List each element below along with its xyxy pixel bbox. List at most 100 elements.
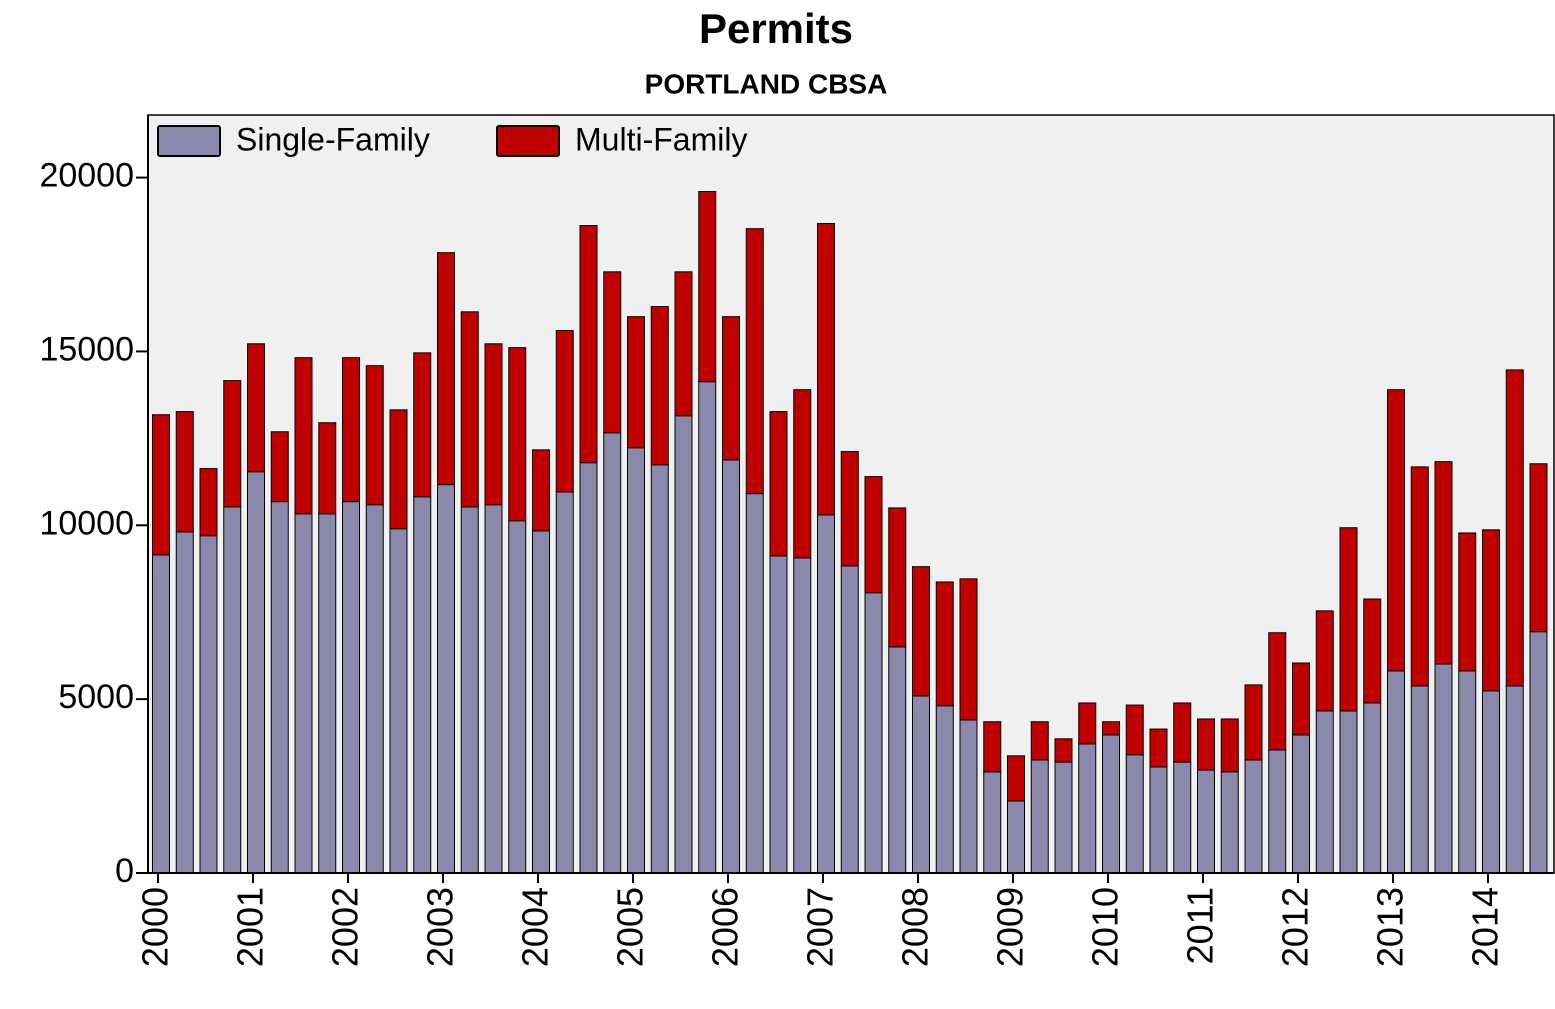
x-tick-label: 2007 bbox=[800, 887, 841, 967]
bar-segment bbox=[413, 496, 432, 874]
bar-segment bbox=[1458, 532, 1477, 672]
bar-segment bbox=[460, 506, 479, 874]
bar-segment bbox=[294, 357, 313, 515]
bar-segment bbox=[793, 557, 812, 874]
bar-segment bbox=[888, 646, 907, 874]
x-tick-label: 2003 bbox=[420, 887, 461, 967]
bar-segment bbox=[1292, 734, 1310, 874]
bar-segment bbox=[1410, 466, 1429, 687]
bar-segment bbox=[484, 504, 503, 874]
bar-segment bbox=[603, 271, 622, 434]
bar-segment bbox=[1292, 662, 1310, 736]
bar-segment bbox=[532, 530, 550, 874]
bar-segment bbox=[817, 514, 835, 874]
bar-segment bbox=[1220, 718, 1239, 773]
bar-segment bbox=[1030, 759, 1049, 874]
bar-segment bbox=[650, 306, 669, 466]
bar-segment bbox=[199, 535, 218, 874]
bar-segment bbox=[1529, 463, 1548, 633]
bar-segment bbox=[864, 592, 883, 874]
bar-segment bbox=[223, 380, 242, 508]
bar-segment bbox=[247, 343, 265, 473]
bar-segment bbox=[365, 504, 384, 874]
bar-segment bbox=[1315, 710, 1334, 874]
bar-segment bbox=[1505, 685, 1524, 874]
bar-segment bbox=[413, 352, 432, 498]
chart-subtitle: PORTLAND CBSA bbox=[645, 68, 888, 99]
bar-segment bbox=[270, 501, 289, 874]
bar-segment bbox=[1078, 743, 1097, 874]
legend-label: Multi-Family bbox=[575, 121, 747, 157]
bar-segment bbox=[1102, 734, 1120, 874]
y-tick-label: 15000 bbox=[39, 330, 134, 368]
bar-segment bbox=[983, 721, 1002, 773]
bar-segment bbox=[912, 695, 930, 874]
bar-segment bbox=[1387, 389, 1405, 672]
y-tick-label: 0 bbox=[115, 852, 134, 890]
bar-segment bbox=[460, 311, 479, 508]
bar-segment bbox=[1007, 800, 1025, 874]
y-tick-label: 10000 bbox=[39, 504, 134, 542]
bar-segment bbox=[532, 449, 550, 532]
bar-segment bbox=[627, 447, 645, 874]
bar-segment bbox=[389, 528, 408, 874]
bar-segment bbox=[674, 271, 693, 417]
y-tick-label: 20000 bbox=[39, 157, 134, 195]
bar-segment bbox=[1149, 728, 1168, 768]
bar-segment bbox=[365, 365, 384, 506]
bar-segment bbox=[674, 415, 693, 874]
bar-segment bbox=[627, 316, 645, 449]
x-tick-label: 2005 bbox=[610, 887, 651, 967]
x-tick-label: 2014 bbox=[1465, 887, 1506, 967]
bar-segment bbox=[1268, 632, 1287, 751]
bar-segment bbox=[579, 462, 598, 874]
bar-segment bbox=[1363, 598, 1382, 704]
bar-segment bbox=[1125, 704, 1144, 756]
bar-segment bbox=[959, 719, 978, 874]
bar-segment bbox=[1078, 702, 1097, 745]
x-tick-label: 2010 bbox=[1085, 887, 1126, 967]
bar-segment bbox=[342, 501, 360, 874]
bar-segment bbox=[318, 422, 337, 515]
bar-segment bbox=[294, 513, 313, 874]
bar-segment bbox=[484, 343, 503, 506]
x-tick-label: 2002 bbox=[325, 887, 366, 967]
bar-segment bbox=[1244, 759, 1263, 874]
bar-segment bbox=[437, 252, 455, 486]
bar-segment bbox=[840, 565, 859, 874]
bar-segment bbox=[840, 451, 859, 567]
legend-label: Single-Family bbox=[236, 121, 430, 157]
bar-segment bbox=[1054, 761, 1073, 874]
bar-segment bbox=[935, 705, 954, 874]
bar-segment bbox=[864, 476, 883, 594]
x-tick-label: 2004 bbox=[515, 887, 556, 967]
x-tick-label: 2008 bbox=[895, 887, 936, 967]
x-tick-label: 2000 bbox=[135, 887, 176, 967]
bar-segment bbox=[793, 389, 812, 559]
bar-segment bbox=[199, 468, 218, 537]
bar-segment bbox=[769, 411, 788, 557]
bar-segment bbox=[1363, 702, 1382, 874]
bar-segment bbox=[1529, 631, 1548, 874]
bar-segment bbox=[437, 484, 455, 874]
y-tick-label: 5000 bbox=[58, 678, 134, 716]
bar-segment bbox=[1125, 754, 1144, 874]
x-tick-label: 2013 bbox=[1370, 887, 1411, 967]
bar-segment bbox=[698, 190, 717, 383]
bar-segment bbox=[555, 491, 574, 874]
chart-title: Permits bbox=[699, 5, 853, 52]
bar-segment bbox=[912, 566, 930, 697]
bar-segment bbox=[152, 414, 170, 556]
bar-segment bbox=[698, 381, 717, 874]
bar-segment bbox=[1054, 738, 1073, 763]
x-tick-label: 2009 bbox=[990, 887, 1031, 967]
bar-segment bbox=[1220, 771, 1239, 874]
bar-segment bbox=[247, 471, 265, 874]
bar-segment bbox=[223, 506, 242, 874]
bar-segment bbox=[1173, 761, 1192, 874]
bar-segment bbox=[1458, 670, 1477, 874]
bar-segment bbox=[888, 507, 907, 648]
bar-segment bbox=[745, 228, 764, 495]
